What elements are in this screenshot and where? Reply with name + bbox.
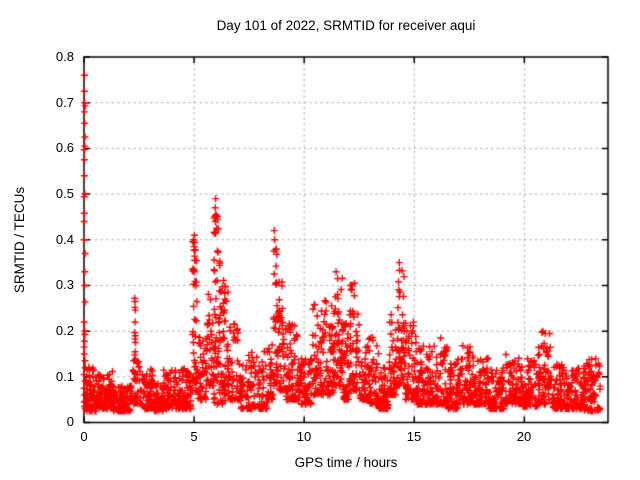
y-tick-label-0.5: 0.5	[55, 186, 74, 201]
x-tick-label-15: 15	[406, 429, 422, 444]
y-tick-label-0.4: 0.4	[55, 232, 74, 247]
y-tick-label-0.3: 0.3	[55, 277, 74, 292]
x-tick-label-5: 5	[190, 429, 198, 444]
x-tick-label-20: 20	[516, 429, 532, 444]
y-tick-label-0.2: 0.2	[55, 323, 74, 338]
x-tick-label-10: 10	[296, 429, 312, 444]
y-tick-label-0.1: 0.1	[55, 369, 74, 384]
y-tick-label-0: 0	[66, 414, 74, 429]
chart-title: Day 101 of 2022, SRMTID for receiver aqu…	[216, 18, 476, 33]
x-tick-label-0: 0	[80, 429, 88, 444]
y-tick-label-0.6: 0.6	[55, 140, 74, 155]
x-axis-label: GPS time / hours	[294, 455, 398, 470]
y-tick-label-0.7: 0.7	[55, 95, 74, 110]
y-tick-label-0.8: 0.8	[55, 49, 74, 64]
